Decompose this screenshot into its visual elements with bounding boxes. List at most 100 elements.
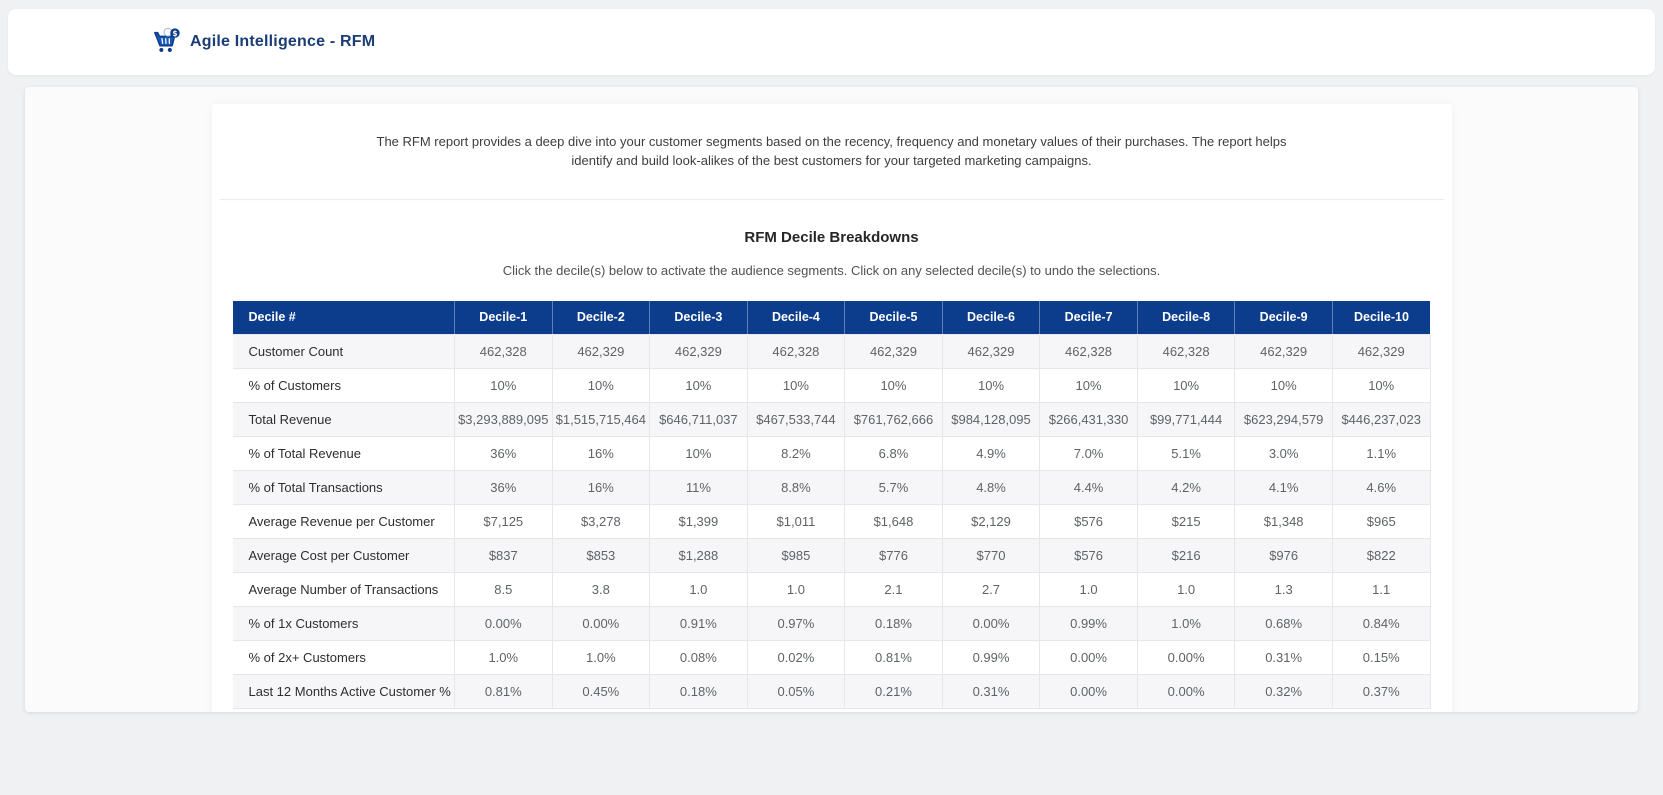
column-header-decile-7[interactable]: Decile-7	[1039, 301, 1138, 334]
table-cell: $467,533,744	[746, 401, 845, 437]
table-cell: 10%	[941, 367, 1040, 403]
report-description: The RFM report provides a deep dive into…	[376, 134, 1287, 168]
column-header-decile-9[interactable]: Decile-9	[1234, 301, 1333, 334]
column-header-decile-5[interactable]: Decile-5	[844, 301, 943, 334]
row-label: Average Cost per Customer	[232, 537, 455, 573]
table-cell: $984,128,095	[941, 401, 1040, 437]
section-subtitle: Click the decile(s) below to activate th…	[502, 263, 1161, 278]
table-cell: 10%	[1136, 367, 1235, 403]
table-cell: 0.81%	[844, 639, 943, 675]
table-cell: $646,711,037	[649, 401, 748, 437]
table-cell: 4.2%	[1136, 469, 1235, 505]
table-cell: 4.8%	[941, 469, 1040, 505]
table-cell: 1.0%	[454, 639, 553, 675]
column-header-decile-1[interactable]: Decile-1	[454, 301, 553, 334]
table-cell: $1,515,715,464	[551, 401, 650, 437]
table-cell: 4.4%	[1039, 469, 1138, 505]
column-header-decile-8[interactable]: Decile-8	[1137, 301, 1236, 334]
table-cell: 1.0	[1136, 571, 1235, 607]
column-header-decile-2[interactable]: Decile-2	[552, 301, 651, 334]
rfm-decile-table: Decile # Decile-1 Decile-2 Decile-3 Decile-…	[232, 301, 1431, 709]
column-header-decile-3[interactable]: Decile-3	[649, 301, 748, 334]
table-cell: 0.99%	[1039, 605, 1138, 641]
table-cell: 0.00%	[1136, 639, 1235, 675]
svg-text:$: $	[172, 29, 177, 38]
table-row: % of Customers 10% 10% 10% 10% 10% 10% 10% 10% 10…	[232, 367, 1431, 403]
table-cell: 3.8	[551, 571, 650, 607]
table-cell: 0.31%	[941, 673, 1040, 709]
report-panel: The RFM report provides a deep dive into…	[211, 104, 1452, 712]
table-cell: 1.0	[746, 571, 845, 607]
table-cell: 0.68%	[1234, 605, 1333, 641]
table-cell: 0.31%	[1234, 639, 1333, 675]
table-row: Customer Count 462,328 462,329 462,329 462,3…	[232, 333, 1431, 369]
table-cell: 0.08%	[649, 639, 748, 675]
table-cell: 0.81%	[454, 673, 553, 709]
section-title: RFM Decile Breakdowns	[744, 229, 919, 246]
table-cell: 3.0%	[1234, 435, 1333, 471]
table-cell: $1,011	[746, 503, 845, 539]
table-cell: 462,328	[1136, 333, 1235, 369]
table-cell: 1.0	[649, 571, 748, 607]
table-cell: $576	[1039, 503, 1138, 539]
app-title: Agile Intelligence - RFM	[190, 33, 376, 50]
table-cell: 462,328	[746, 333, 845, 369]
table-cell: $3,278	[551, 503, 650, 539]
table-cell: 0.00%	[1039, 673, 1138, 709]
column-header-decile: Decile #	[232, 301, 455, 334]
table-row: % of 1x Customers 0.00% 0.00% 0.91% 0.97% 0.1…	[232, 605, 1431, 641]
row-label: % of 2x+ Customers	[232, 639, 455, 675]
table-cell: $985	[746, 537, 845, 573]
row-label: % of Total Revenue	[232, 435, 455, 471]
table-row: % of 2x+ Customers 1.0% 1.0% 0.08% 0.02% 0.81…	[232, 639, 1431, 675]
table-cell: 6.8%	[844, 435, 943, 471]
table-row: % of Total Transactions 36% 16% 11% 8.8% 5.7%…	[232, 469, 1431, 505]
table-cell: 462,329	[844, 333, 943, 369]
table-cell: 0.45%	[551, 673, 650, 709]
table-cell: 10%	[844, 367, 943, 403]
table-cell: $1,399	[649, 503, 748, 539]
row-label: Average Revenue per Customer	[232, 503, 455, 539]
table-cell: $1,648	[844, 503, 943, 539]
table-cell: 1.1	[1331, 571, 1431, 607]
table-cell: 462,329	[1331, 333, 1431, 369]
row-label: Last 12 Months Active Customer %	[232, 673, 455, 709]
column-header-decile-10[interactable]: Decile-10	[1332, 301, 1430, 334]
table-cell: 8.5	[454, 571, 553, 607]
table-cell: 10%	[1234, 367, 1333, 403]
app-header: $ Agile Intelligence - RFM	[8, 9, 1655, 75]
table-cell: 10%	[1331, 367, 1431, 403]
table-cell: 0.97%	[746, 605, 845, 641]
column-header-decile-6[interactable]: Decile-6	[942, 301, 1041, 334]
table-cell: 0.32%	[1234, 673, 1333, 709]
table-cell: 36%	[454, 469, 553, 505]
table-cell: $1,288	[649, 537, 748, 573]
shopping-cart-dollar-icon: $	[152, 27, 182, 57]
table-row: Last 12 Months Active Customer % 0.81% 0.4…	[232, 673, 1431, 709]
table-cell: $2,129	[941, 503, 1040, 539]
table-cell: 11%	[649, 469, 748, 505]
table-cell: 462,329	[1234, 333, 1333, 369]
table-cell: $853	[551, 537, 650, 573]
table-cell: $99,771,444	[1136, 401, 1235, 437]
row-label: Customer Count	[232, 333, 455, 369]
table-cell: 1.3	[1234, 571, 1333, 607]
column-header-decile-4[interactable]: Decile-4	[747, 301, 846, 334]
table-cell: 0.84%	[1331, 605, 1431, 641]
row-label: Average Number of Transactions	[232, 571, 455, 607]
table-header-row: Decile # Decile-1 Decile-2 Decile-3 Decile-…	[232, 301, 1430, 334]
table-cell: 8.2%	[746, 435, 845, 471]
table-cell: 462,328	[454, 333, 553, 369]
table-cell: $822	[1331, 537, 1431, 573]
row-label: Total Revenue	[232, 401, 455, 437]
table-cell: 2.1	[844, 571, 943, 607]
table-cell: $216	[1136, 537, 1235, 573]
table-row: Average Revenue per Customer $7,125 $3,278…	[232, 503, 1431, 539]
table-cell: $837	[454, 537, 553, 573]
table-cell: 10%	[1039, 367, 1138, 403]
table-cell: 16%	[551, 435, 650, 471]
table-cell: 10%	[746, 367, 845, 403]
table-cell: 0.15%	[1331, 639, 1431, 675]
table-cell: 0.02%	[746, 639, 845, 675]
table-body: Customer Count 462,328 462,329 462,329 462,3…	[232, 333, 1431, 709]
